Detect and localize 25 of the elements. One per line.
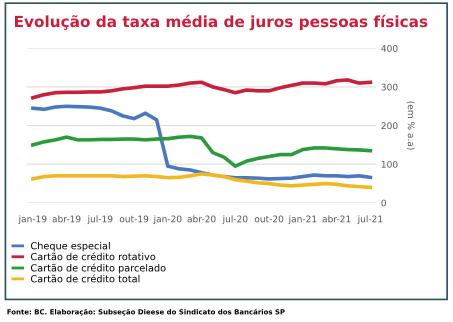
line-series: [31, 78, 372, 100]
y-axis-title: (em % a.a): [406, 102, 415, 150]
line-series: [31, 172, 372, 190]
y-tick-label: 100: [382, 160, 398, 168]
legend-label: Cartão de crédito rotativo: [30, 252, 156, 260]
y-tick-label: 200: [382, 122, 398, 130]
legend-label: Cartão de crédito total: [30, 274, 140, 282]
x-tick-label: jan-21: [288, 215, 316, 224]
x-tick-label: jul-19: [87, 215, 112, 224]
x-tick-label: jul-20: [222, 215, 248, 224]
x-tick-label: jan-19: [18, 215, 46, 224]
line-series: [31, 134, 372, 168]
y-tick-label: 0: [381, 200, 386, 206]
chart-title: Evolução da taxa média de juros pessoas físicas: [14, 14, 428, 30]
legend-label: Cheque especial: [30, 242, 110, 252]
legend-label: Cartão de crédito parcelado: [30, 264, 166, 274]
y-tick-label: 300: [382, 84, 398, 90]
y-tick-label: 400: [381, 45, 398, 52]
x-tick-label: out-20: [254, 216, 284, 222]
x-tick-label: abr-20: [188, 215, 216, 222]
x-tick-label: abr-19: [52, 215, 80, 222]
x-tick-label: jul-21: [357, 215, 382, 224]
x-tick-label: jan-20: [153, 215, 182, 224]
x-tick-label: out-19: [120, 216, 148, 222]
x-tick-label: abr-21: [322, 215, 350, 222]
